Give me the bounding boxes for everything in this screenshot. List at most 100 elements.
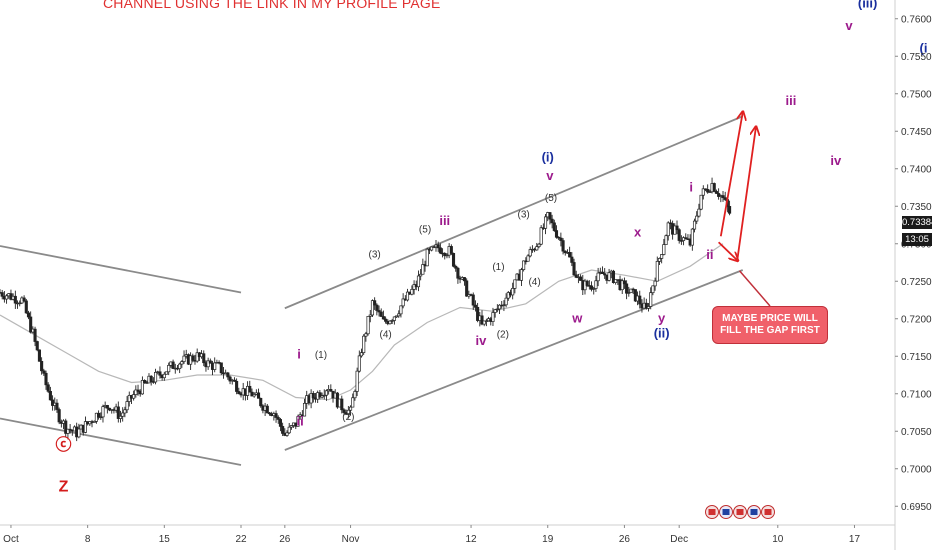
- candle: [622, 277, 626, 289]
- candle-body: [132, 394, 136, 399]
- event-flag-icon: [747, 505, 761, 519]
- candle-body: [287, 426, 291, 434]
- candle: [449, 244, 453, 256]
- wave-label: i: [689, 179, 693, 194]
- candle: [664, 234, 668, 245]
- candle-body: [164, 371, 169, 375]
- candle-body: [26, 312, 31, 318]
- candle-body: [395, 315, 399, 318]
- candle: [572, 258, 576, 276]
- candle-body: [519, 269, 523, 281]
- candle: [550, 214, 554, 229]
- candle-body: [149, 375, 153, 382]
- candle: [64, 418, 68, 437]
- candle: [77, 423, 81, 439]
- candle-body: [495, 308, 499, 311]
- candle: [83, 416, 87, 434]
- candle-body: [370, 300, 375, 316]
- candle: [535, 242, 539, 251]
- candle-body: [611, 270, 616, 283]
- x-tick-label: 26: [619, 534, 631, 545]
- candle: [480, 310, 484, 326]
- candle: [585, 279, 589, 287]
- candle: [717, 188, 721, 200]
- candle-body: [123, 409, 127, 414]
- candle-body: [723, 197, 727, 200]
- candle-body: [708, 191, 712, 193]
- candle-body: [701, 188, 705, 196]
- candle: [381, 310, 385, 320]
- candle: [232, 377, 236, 382]
- candle: [579, 274, 583, 281]
- wave-labels: ⓒZiii(1)(2)(3)(4)(5)iiiiv(1)(2)(3)(4)(5)…: [56, 0, 928, 495]
- candle: [357, 350, 361, 373]
- candle-body: [355, 370, 359, 392]
- candle-body: [99, 416, 103, 419]
- candle: [191, 353, 195, 363]
- candle: [660, 254, 664, 264]
- countdown-tag: 13:05: [902, 233, 932, 246]
- candle: [164, 371, 169, 375]
- candle: [180, 360, 184, 368]
- candle-body: [182, 355, 186, 362]
- y-tick-label: 0.69500: [901, 502, 932, 513]
- candle: [416, 270, 421, 292]
- candle: [259, 397, 263, 408]
- candle: [33, 326, 37, 347]
- candle-body: [419, 273, 423, 277]
- candle-body: [673, 225, 677, 235]
- candle-body: [397, 313, 401, 317]
- candle-body: [384, 318, 388, 322]
- candle-body: [717, 193, 721, 197]
- candle: [397, 310, 401, 318]
- candle: [502, 300, 506, 312]
- candle: [712, 182, 716, 193]
- candle: [728, 200, 732, 216]
- candle-body: [134, 389, 138, 395]
- candle: [600, 266, 605, 274]
- candle: [322, 389, 326, 400]
- candle: [462, 277, 467, 286]
- candle-body: [684, 237, 688, 240]
- candle: [554, 225, 559, 239]
- candle-body: [349, 406, 353, 411]
- candle-body: [259, 397, 263, 407]
- candle-body: [252, 394, 256, 397]
- candle: [57, 407, 61, 425]
- candle-body: [445, 254, 449, 257]
- callout-line-2: FILL THE GAP FIRST: [720, 325, 820, 336]
- wave-label: (2): [497, 330, 509, 341]
- candle-body: [506, 292, 510, 299]
- candle: [537, 242, 541, 249]
- candle-body: [105, 405, 109, 409]
- candle-body: [697, 208, 701, 217]
- x-tick-label: 19: [542, 534, 554, 545]
- candle-body: [482, 320, 486, 325]
- candle: [379, 308, 383, 317]
- wave-label: ii: [706, 247, 713, 262]
- candle: [484, 318, 488, 327]
- candle: [454, 264, 458, 272]
- candle: [473, 300, 477, 312]
- candle: [519, 267, 523, 287]
- candle: [384, 316, 388, 324]
- candle-body: [24, 300, 28, 314]
- candle: [0, 289, 4, 300]
- candle: [228, 375, 232, 385]
- candle: [281, 422, 285, 437]
- candle-body: [646, 306, 651, 309]
- candle: [649, 287, 653, 310]
- candle-body: [607, 272, 611, 281]
- candle: [611, 269, 616, 284]
- candle: [5, 294, 9, 304]
- candle: [568, 246, 572, 258]
- candle: [167, 362, 171, 376]
- candle: [219, 362, 223, 375]
- candle-body: [375, 304, 379, 311]
- candle-body: [388, 320, 392, 325]
- candle-body: [180, 361, 184, 365]
